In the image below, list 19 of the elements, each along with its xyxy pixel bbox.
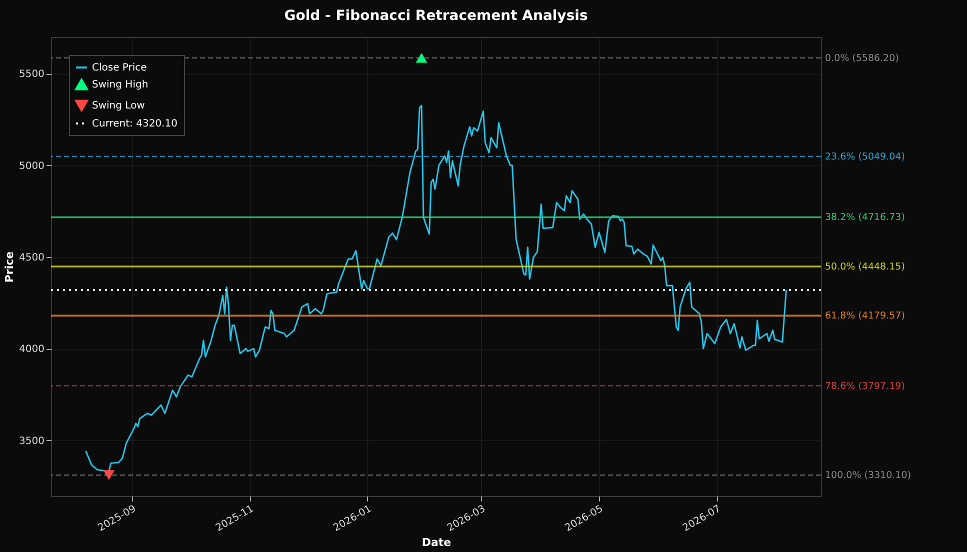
ref-line-label: 0.0% (5586.20) xyxy=(825,52,899,64)
y-tick-label: 5000 xyxy=(19,160,44,172)
chart-title: Gold - Fibonacci Retracement Analysis xyxy=(284,8,588,24)
ref-line-label: 38.2% (4716.73) xyxy=(825,212,905,224)
ref-line-label: 78.6% (3797.19) xyxy=(825,380,905,392)
y-tick-label: 4500 xyxy=(19,252,44,264)
y-axis-title: Price xyxy=(3,251,16,283)
legend-label: Swing Low xyxy=(92,100,145,112)
y-tick-label: 3500 xyxy=(19,436,44,447)
ref-line-label: 50.0% (4448.15) xyxy=(825,261,905,272)
y-tick-label: 5500 xyxy=(19,69,44,80)
ref-line-label: 61.8% (4179.57) xyxy=(825,310,905,322)
ref-line-label: 23.6% (5049.04) xyxy=(825,151,905,162)
x-axis-title: Date xyxy=(422,536,452,550)
legend-label: Swing High xyxy=(92,80,148,90)
y-tick-label: 4000 xyxy=(19,344,44,356)
ref-line-label: 100.0% (3310.10) xyxy=(825,470,911,482)
legend-label: Close Price xyxy=(92,62,147,74)
legend-label: Current: 4320.10 xyxy=(92,118,178,130)
